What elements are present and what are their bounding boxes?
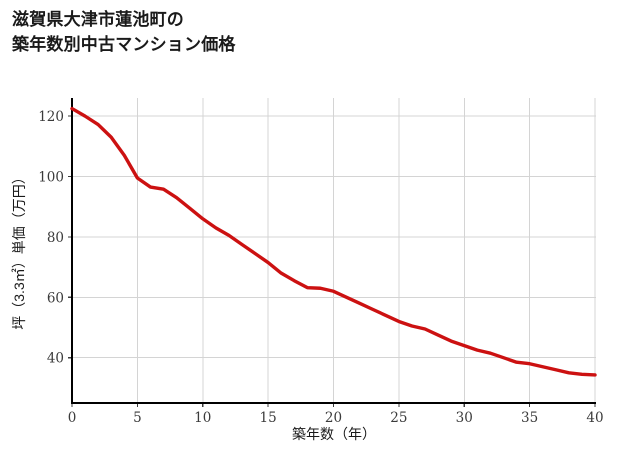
x-tick-label: 25 xyxy=(390,410,407,426)
x-tick-label: 20 xyxy=(325,410,342,426)
price-series-line xyxy=(70,106,597,377)
x-tick-label: 30 xyxy=(456,410,473,426)
x-tick-label: 35 xyxy=(521,410,538,426)
x-tick-label: 5 xyxy=(133,410,142,426)
y-tick-label: 100 xyxy=(38,170,64,186)
y-axis-label: 坪（3.3㎡）単価（万円） xyxy=(11,170,27,329)
y-tick-label: 40 xyxy=(47,351,64,367)
y-tick-labels: 40 60 80 100 120 xyxy=(38,109,64,367)
y-tick-label: 120 xyxy=(38,109,64,125)
axis-spines xyxy=(70,98,596,405)
x-tick-label: 10 xyxy=(194,410,211,426)
y-tick-label: 60 xyxy=(47,290,64,306)
x-tick-label: 15 xyxy=(260,410,277,426)
x-tick-labels: 0 5 10 15 20 25 30 35 40 xyxy=(68,410,604,426)
gridlines-group xyxy=(72,98,596,403)
x-axis-label: 築年数（年） xyxy=(292,426,376,442)
x-tick-label: 0 xyxy=(68,410,77,426)
x-tick-label: 40 xyxy=(586,410,603,426)
y-tick-label: 80 xyxy=(47,230,64,246)
page-title: 滋賀県大津市蓮池町の 築年数別中古マンション価格 xyxy=(12,10,236,54)
